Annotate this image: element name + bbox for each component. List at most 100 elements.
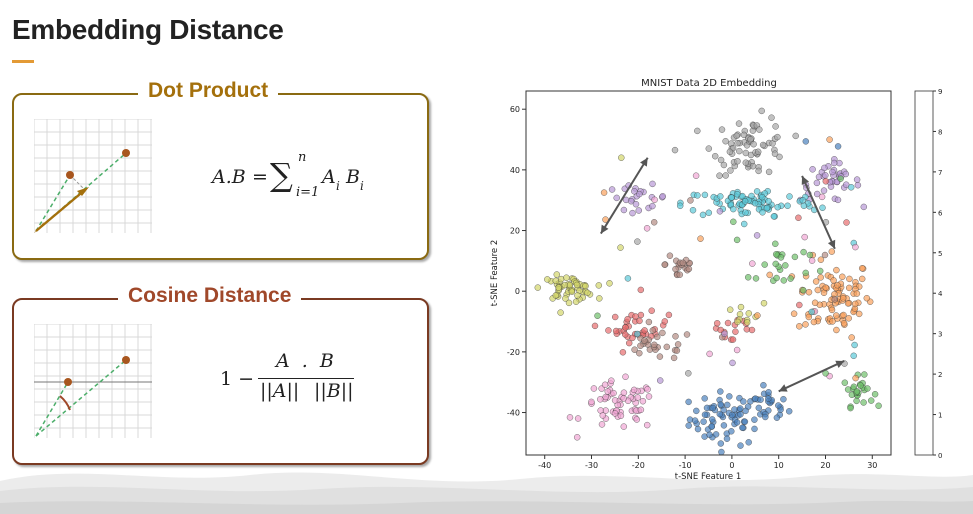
scatter-point [632,201,640,208]
scatter-point [851,341,858,349]
formula-denominator-b: ||B|| [314,380,354,402]
scatter-point [796,323,803,330]
scatter-point [574,415,582,422]
scatter-point [752,275,760,282]
scatter-point [735,120,743,127]
scatter-point [748,326,756,334]
scatter-point [740,131,748,139]
scatter-point [826,136,833,143]
scatter-point [683,331,691,338]
scatter-point [634,238,641,245]
scatter-point [834,282,841,289]
colorbar-frame [914,90,934,456]
scatter-point [620,423,627,430]
scatter-point [718,126,726,133]
scatter-point [780,277,787,284]
scatter-point [782,262,789,269]
scatter-point [637,342,644,349]
scatter-point [656,353,664,360]
arrowhead [835,360,845,368]
scatter-point [737,405,744,412]
formula-equals: = [252,166,268,188]
scatter-point [627,198,635,205]
scatter-point [729,359,736,367]
scatter-point [708,423,715,430]
cosine-distance-formula: 1 − A . B ||A|| ||B|| [220,350,420,410]
scatter-point [552,277,559,284]
scatter-point [566,414,574,421]
arrowhead [600,224,609,234]
scatter-point [853,388,861,395]
scatter-point [819,204,826,211]
scatter-point [572,298,580,305]
scatter-point [760,382,767,389]
scatter-point [763,205,771,212]
scatter-point [717,388,724,395]
scatter-point [864,385,871,392]
scatter-point [800,287,807,294]
scatter-point [722,172,729,179]
scatter-point [765,395,772,402]
scatter-point [850,352,857,359]
scatter-point [848,334,855,341]
scatter-point [853,397,860,405]
scatter-point [773,274,780,282]
scatter-point [834,196,842,204]
scatter-point [693,407,700,415]
scatter-point [720,161,728,169]
scatter-point [734,191,741,198]
scatter-point [666,252,674,259]
scatter-point [604,388,611,395]
scatter-point [645,318,653,326]
scatter-point [717,193,724,200]
scatter-point [712,153,719,160]
x-tick-label: -40 [538,461,551,470]
scatter-point [765,389,772,396]
scatter-point [639,398,647,405]
scatter-point [844,300,852,307]
colorbar-tick-label: 3 [938,331,942,339]
scatter-point [610,389,617,397]
scatter-point [611,397,619,404]
colorbar-tick-label: 6 [938,209,943,217]
scatter-point [828,248,835,255]
scatter-point [606,280,613,287]
scatter-point [582,282,589,290]
scatter-point [651,341,658,348]
scatter-point [841,379,848,386]
scatter-point [801,233,808,241]
scatter-point [557,309,564,316]
scatter-point [773,251,780,258]
scatter-point [759,209,766,216]
scatter-point [634,330,641,338]
scatter-point [850,383,857,390]
scatter-point [759,194,766,201]
scatter-point [716,410,723,418]
scatter-point [591,322,599,330]
scatter-point [720,406,727,414]
scatter-point [772,240,779,247]
scatter-point [727,167,734,174]
scatter-point [620,389,628,396]
scatter-point [685,398,692,406]
x-tick-label: -20 [632,461,645,470]
scatter-point [773,414,781,421]
scatter-point [828,306,836,314]
formula-numerator: A . B [276,350,334,372]
scatter-point [868,397,875,404]
scatter-point [833,266,840,274]
scatter-point [724,401,731,409]
scatter-point [753,232,761,239]
scatter-point [584,289,591,296]
scatter-point [734,318,741,326]
scatter-point [756,126,763,133]
scatter-point [595,282,602,289]
scatter-point [759,141,767,149]
y-tick-label: 60 [510,105,520,114]
scatter-point [637,286,644,294]
scatter-point [709,404,716,412]
scatter-point [612,327,620,335]
scatter-point [590,385,598,392]
scatter-point [846,275,853,283]
scatter-point [705,145,712,152]
